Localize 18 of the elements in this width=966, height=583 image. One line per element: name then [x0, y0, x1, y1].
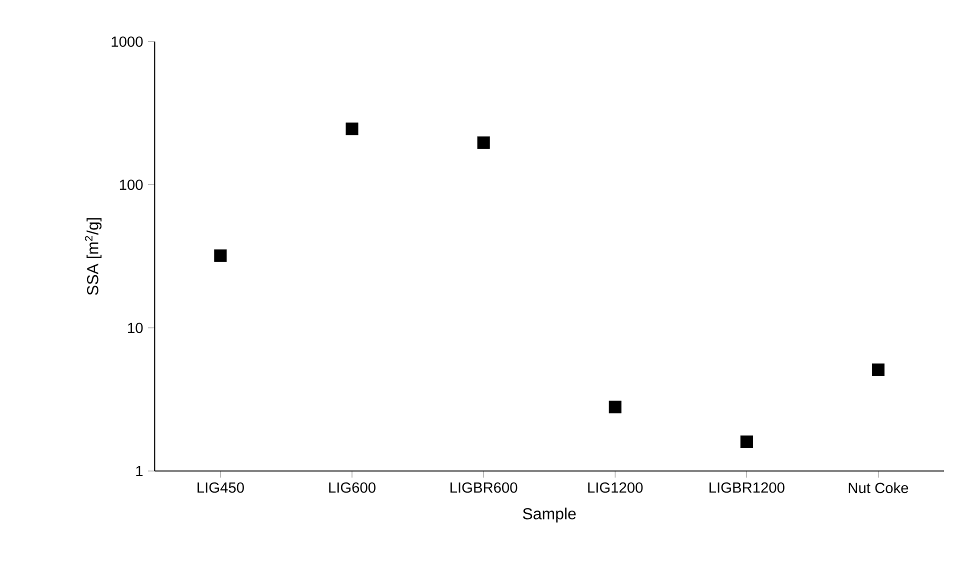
point [872, 363, 884, 376]
x-tick-label: LIG600 [329, 482, 376, 493]
point [214, 249, 227, 262]
x-tick-label: Nut Coke [848, 482, 908, 494]
x-axis-title: Sample [522, 508, 576, 523]
point [346, 122, 358, 136]
y-tick-label: 1000 [112, 36, 143, 47]
y-tick-label: 1 [136, 466, 143, 476]
x-tick-label: LIGBR1200 [710, 482, 784, 493]
y-tick-label: 10 [128, 322, 143, 334]
x-tick-label: LIG450 [198, 482, 244, 493]
point [740, 436, 753, 448]
y-axis-title: SSA [m$^{2}$/g] [84, 218, 102, 295]
point [477, 136, 490, 149]
x-tick-label: LIG1200 [588, 482, 643, 493]
x-tick-label: LIGBR600 [450, 482, 518, 493]
y-tick-label: 100 [120, 180, 143, 190]
point [608, 400, 622, 414]
